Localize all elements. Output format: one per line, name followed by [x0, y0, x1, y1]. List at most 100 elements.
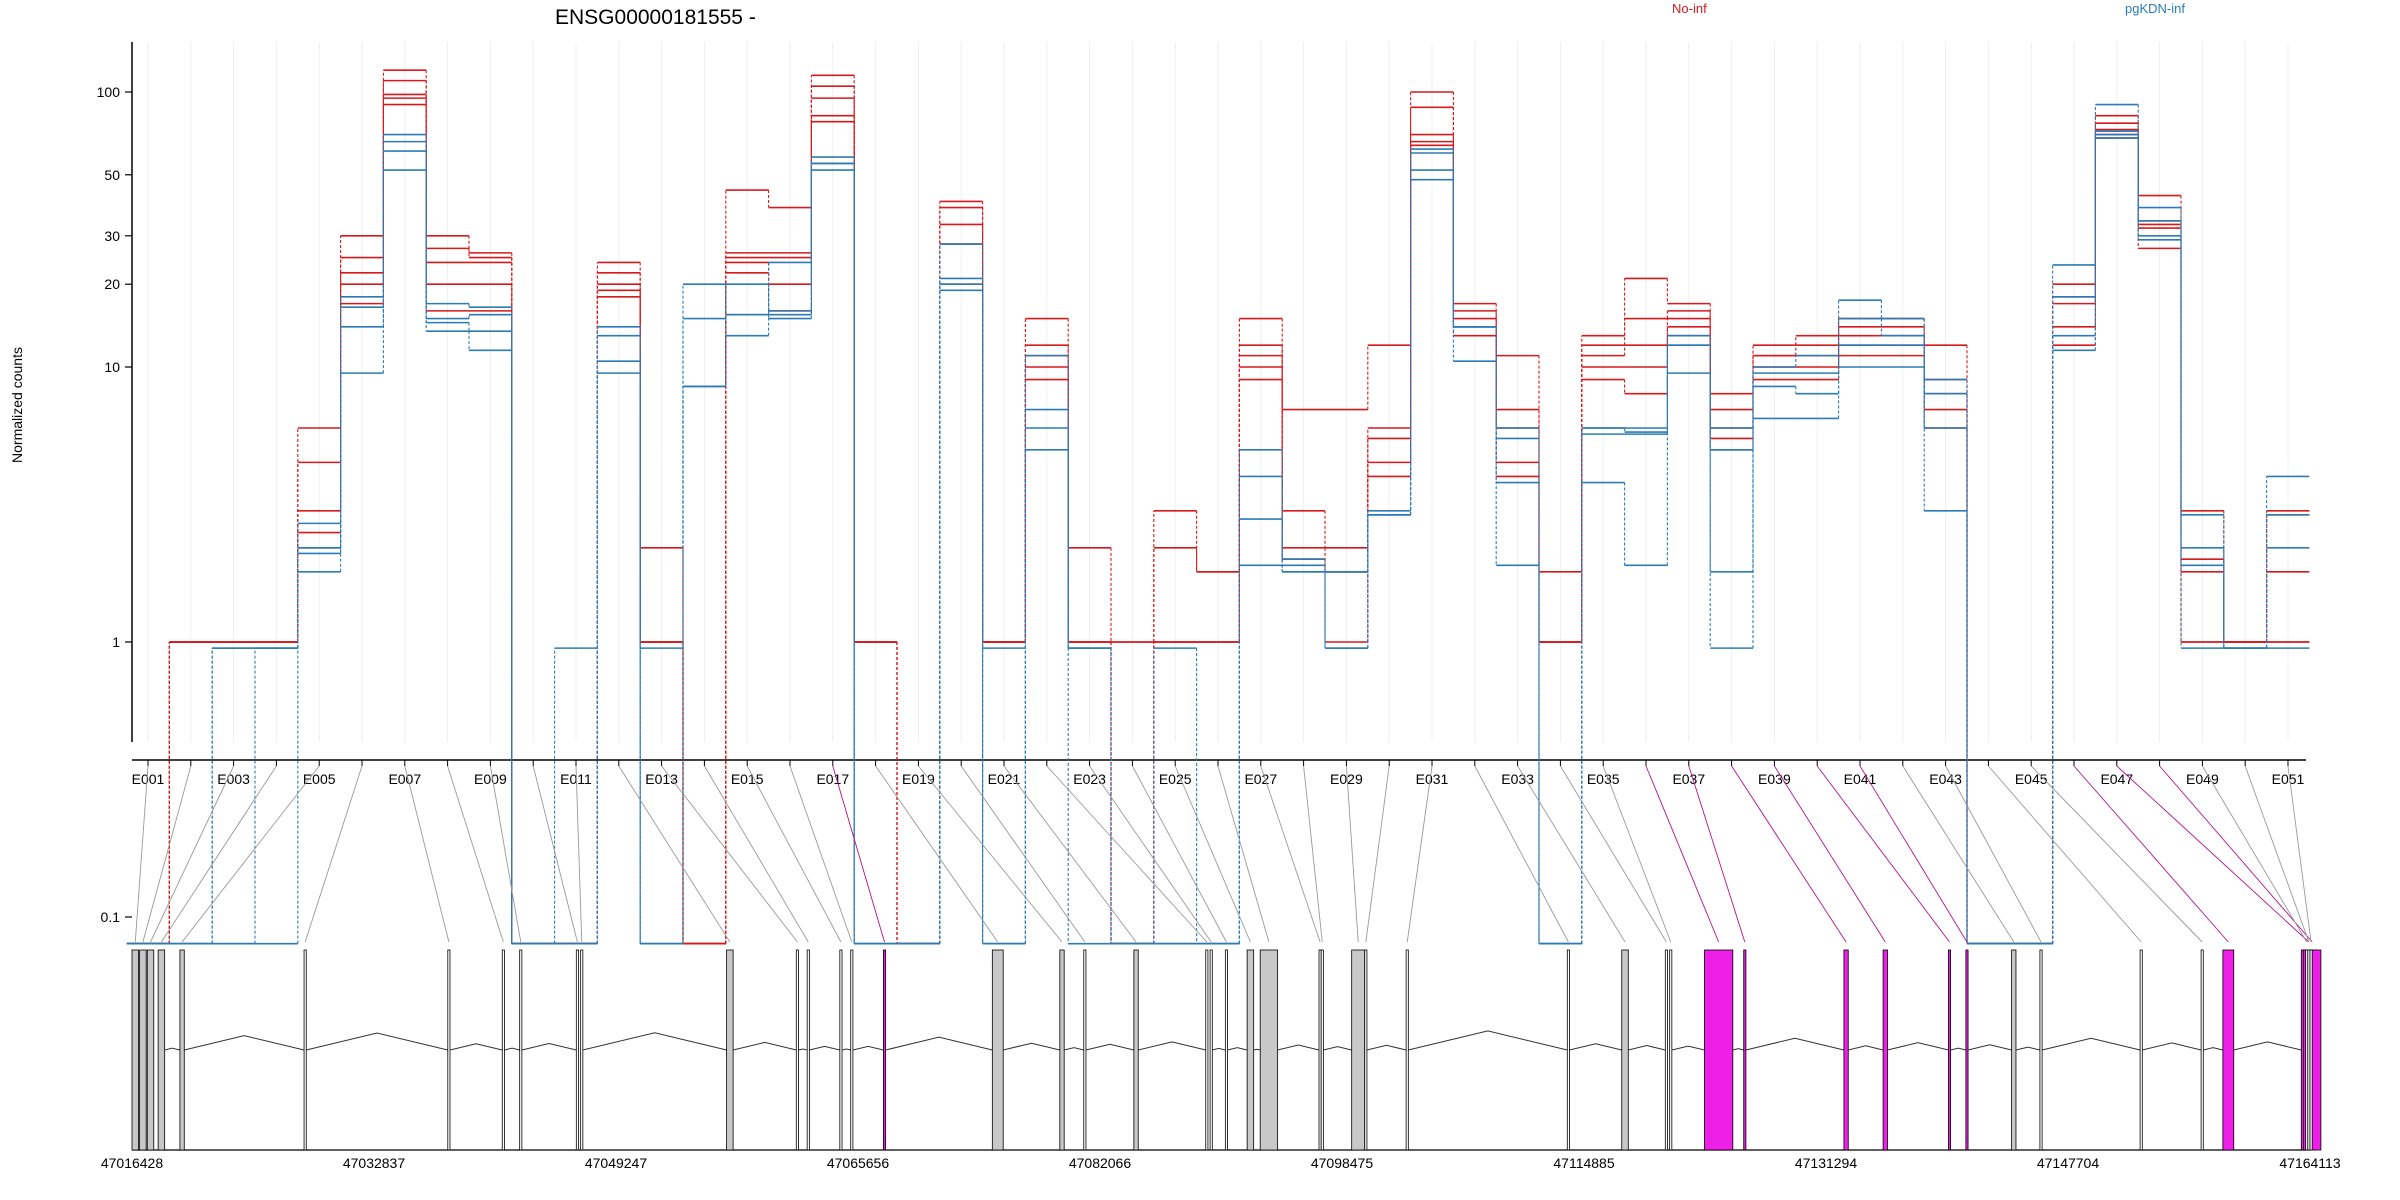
exon-link: [1132, 765, 1227, 943]
exon-link: [1945, 765, 2042, 943]
exon-link: [1217, 765, 1270, 943]
exon-link: [1560, 765, 1667, 943]
intron-line: [1967, 1044, 2012, 1051]
intron-line: [798, 1048, 808, 1051]
exon-box: [1259, 949, 1279, 1151]
exon-link: [1688, 765, 1746, 943]
exon-link: [134, 765, 149, 943]
exon-box: [2309, 949, 2313, 1151]
exon-link: [489, 765, 522, 943]
exon-box: [1664, 949, 1668, 1151]
x-tick-label: E013: [645, 771, 678, 787]
exon-box: [726, 949, 734, 1151]
exon-link: [1406, 765, 1433, 943]
intron-line: [2233, 1041, 2302, 1051]
intron-line: [521, 1042, 577, 1051]
exon-box: [519, 949, 523, 1151]
x-tick-label: E007: [388, 771, 421, 787]
exon-link: [1089, 765, 1212, 943]
genomic-coordinate-labels: 47016428 47032837 47049247 47065656 47082066…: [101, 1155, 2341, 1171]
x-tick-label: E041: [1844, 771, 1877, 787]
exon-box: [2222, 949, 2235, 1151]
x-tick-label: E015: [731, 771, 764, 787]
x-tick-label: E031: [1416, 771, 1449, 787]
intron-line: [1227, 1047, 1248, 1051]
intron-line: [2015, 1046, 2041, 1051]
x-tick-label: E045: [2015, 771, 2048, 787]
exon-link: [2116, 765, 2310, 943]
exon-box: [1083, 949, 1087, 1151]
exon-link: [304, 765, 363, 943]
intron-line: [184, 1035, 305, 1051]
intron-line: [1848, 1045, 1884, 1051]
legend-no-inf: No-inf: [1672, 1, 1707, 16]
intron-line: [2142, 1042, 2202, 1051]
chart-title: ENSG00000181555 -: [555, 6, 756, 29]
coordinate-label: 47082066: [1069, 1155, 1132, 1171]
exon-box: [1364, 949, 1368, 1151]
exon-link: [1602, 765, 1672, 943]
intron-line: [852, 1045, 884, 1051]
exon-link: [789, 765, 853, 943]
exon-link: [918, 765, 1063, 943]
x-axis-ticks: E001 E003 E005 E007 E009 E011 E013 E015 E017 E019…: [132, 760, 2305, 787]
exon-box: [2200, 949, 2204, 1151]
exon-link: [161, 765, 277, 943]
y-tick-label: 1: [112, 634, 120, 650]
intron-line: [1085, 1043, 1134, 1051]
x-tick-label: E043: [1929, 771, 1962, 787]
y-tick-label: 30: [104, 228, 120, 244]
intron-line: [164, 1047, 181, 1051]
x-tick-label: E033: [1501, 771, 1534, 787]
x-tick-label: E021: [988, 771, 1021, 787]
coordinate-label: 47016428: [101, 1155, 164, 1171]
x-tick-label: E049: [2186, 771, 2219, 787]
intron-line: [885, 1036, 993, 1051]
exon-box: [157, 949, 166, 1151]
exon-link: [1645, 765, 1720, 943]
exon-link: [1731, 765, 1847, 943]
y-axis-label: Normalized counts: [9, 347, 25, 463]
intron-line: [1569, 1043, 1622, 1051]
exon-link: [704, 765, 809, 943]
exon-link: [2073, 765, 2229, 943]
exon-link: [532, 765, 578, 943]
exon-link: [618, 765, 731, 943]
exon-box: [1209, 949, 1213, 1151]
exon-link: [1774, 765, 1886, 943]
exon-link: [960, 765, 1086, 943]
y-tick-label: 50: [104, 167, 120, 183]
exon-link: [2202, 765, 2308, 943]
exon-link: [575, 765, 583, 943]
intron-line: [1064, 1047, 1084, 1051]
exon-box: [1246, 949, 1255, 1151]
coordinate-label: 47098475: [1311, 1155, 1374, 1171]
exon-box: [1882, 949, 1888, 1151]
x-tick-label: E005: [303, 771, 336, 787]
exon-link: [1474, 765, 1569, 943]
exon-box: [1566, 949, 1570, 1151]
intron-line: [2041, 1037, 2141, 1051]
x-tick-label: E029: [1330, 771, 1363, 787]
exon-link: [1003, 765, 1137, 943]
exon-box: [2139, 949, 2143, 1151]
intron-line: [1366, 1044, 1407, 1051]
intron-line: [1408, 1030, 1568, 1051]
coordinate-label: 47049247: [585, 1155, 648, 1171]
exon-box: [1320, 949, 1324, 1151]
intron-line: [1732, 1048, 1744, 1051]
exon-link: [1517, 765, 1626, 943]
exon-box: [839, 949, 843, 1151]
exon-box: [1669, 949, 1673, 1151]
intron-line: [1950, 1047, 1966, 1051]
exon-box: [501, 949, 505, 1151]
y-tick-label: 100: [97, 84, 121, 100]
x-tick-label: E019: [902, 771, 935, 787]
exon-box: [179, 949, 185, 1151]
exon-box: [1948, 949, 1952, 1151]
y-tick-label: 20: [104, 276, 120, 292]
exon-box: [447, 949, 451, 1151]
coordinate-label: 47164113: [2279, 1155, 2340, 1171]
exon-box: [795, 949, 799, 1151]
